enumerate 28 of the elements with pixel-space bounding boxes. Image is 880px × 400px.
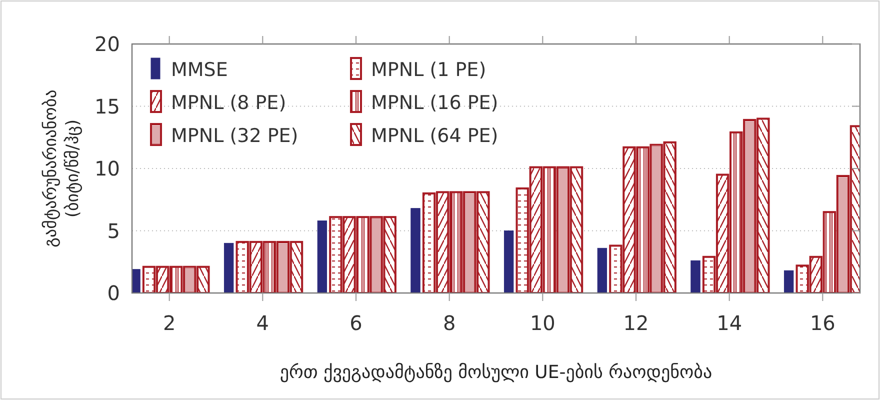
y-tick-label: 0 [107, 281, 120, 305]
legend-label: MPNL (64 PE) [371, 125, 498, 147]
x-tick-label: 12 [623, 311, 649, 335]
x-tick-label: 14 [716, 311, 742, 335]
bar [690, 260, 700, 293]
x-tick-label: 10 [530, 311, 556, 335]
y-tick-label: 15 [94, 94, 120, 118]
y-tick-label: 10 [94, 156, 120, 180]
legend-label: MMSE [171, 59, 228, 81]
x-tick-label: 2 [162, 311, 176, 335]
x-tick-label: 8 [442, 311, 456, 335]
bar [784, 270, 794, 293]
y-tick-label: 5 [107, 218, 120, 243]
y-axis-title: გამტარუნარიანობა (ბიტი/წმ/ჰც) [41, 90, 83, 248]
bar [410, 208, 420, 293]
bar [317, 220, 328, 293]
bar [504, 230, 514, 293]
legend-label: MPNL (1 PE) [371, 59, 486, 81]
legend-label: MPNL (8 PE) [171, 92, 286, 114]
legend-label: MPNL (32 PE) [171, 125, 298, 147]
legend-label: MPNL (16 PE) [371, 92, 498, 114]
x-tick-label: 6 [350, 311, 362, 335]
bar [597, 248, 608, 293]
bar [224, 242, 234, 293]
x-tick-label: 4 [256, 311, 270, 335]
x-axis-title: ერთ ქვეგადამტანზე მოსული UE-ების რაოდენობა [280, 362, 712, 383]
y-tick-label: 20 [94, 32, 120, 56]
x-tick-label: 16 [810, 311, 836, 335]
